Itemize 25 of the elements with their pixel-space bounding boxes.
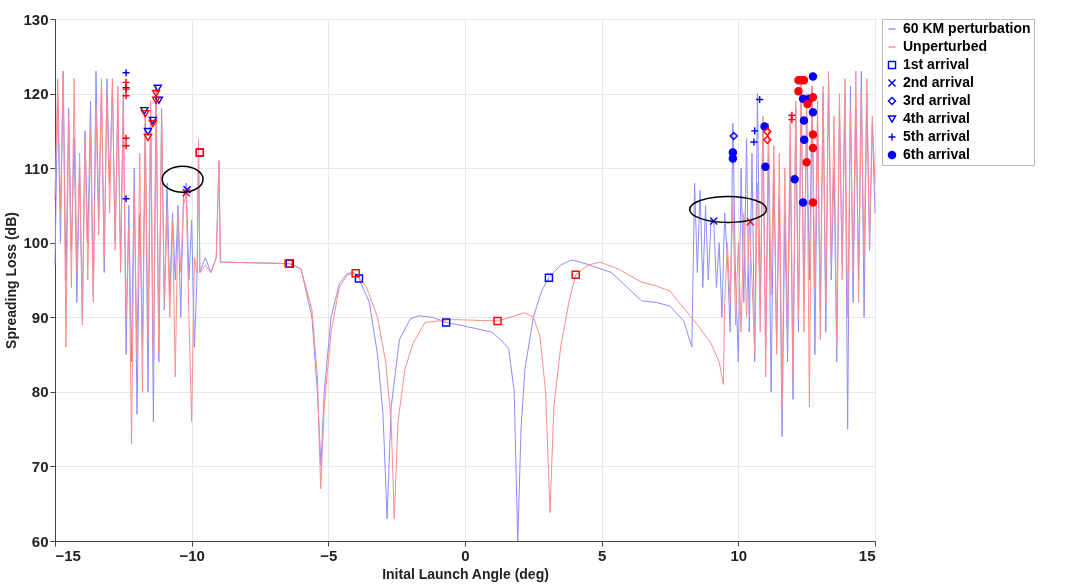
y-tick-label: 120 <box>23 85 49 103</box>
y-tick-label: 130 <box>23 10 49 28</box>
y-tick-label: 60 <box>31 532 49 550</box>
legend-label: 6th arrival <box>903 146 970 162</box>
x-tick-label: −15 <box>55 546 81 564</box>
x-tick-label: 15 <box>858 546 876 564</box>
y-tick-label: 70 <box>31 457 49 475</box>
x-tick-label: −10 <box>179 546 205 564</box>
legend-label: 1st arrival <box>903 56 970 72</box>
x-axis-title: Inital Launch Angle (deg) <box>382 565 549 582</box>
x-tick-label: 5 <box>597 546 607 564</box>
legend-label: 60 KM perturbation <box>903 20 1031 36</box>
y-tick-label: 90 <box>31 308 49 326</box>
y-tick-label: 80 <box>31 383 49 401</box>
legend-label: 5th arrival <box>903 128 970 144</box>
y-tick-label: 100 <box>23 234 49 252</box>
y-axis-title: Spreading Loss (dB) <box>3 212 20 349</box>
x-tick-label: 0 <box>461 546 470 564</box>
legend-label: Unperturbed <box>903 38 987 54</box>
legend-label: 4th arrival <box>903 110 970 126</box>
x-tick-label: −5 <box>320 546 338 564</box>
y-tick-label: 110 <box>24 159 49 177</box>
legend-label: 3rd arrival <box>903 92 971 108</box>
legend-label: 2nd arrival <box>903 74 974 90</box>
x-tick-label: 10 <box>730 546 748 564</box>
